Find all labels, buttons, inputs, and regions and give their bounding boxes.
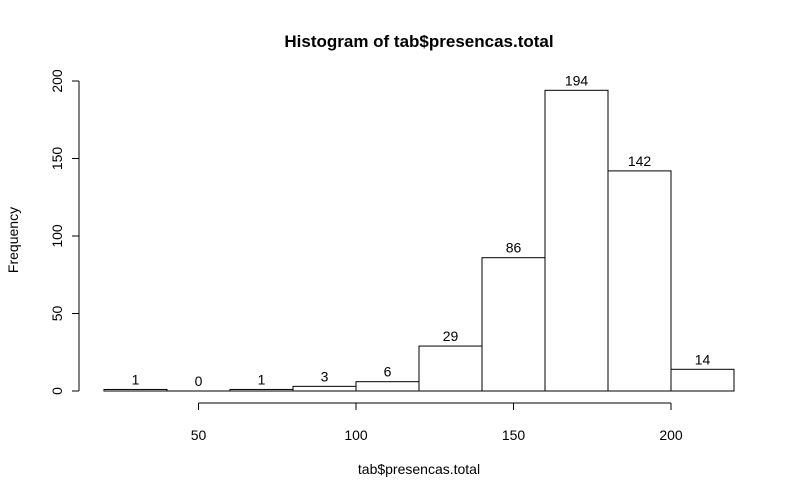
y-tick-label: 0 bbox=[49, 387, 65, 395]
histogram-bar bbox=[355, 381, 420, 392]
x-tick-label: 150 bbox=[502, 427, 526, 443]
bar-count-label: 86 bbox=[506, 240, 522, 256]
histogram-bar bbox=[103, 388, 168, 392]
y-tick-label: 100 bbox=[49, 224, 65, 248]
x-tick-label: 50 bbox=[191, 427, 207, 443]
chart-title: Histogram of tab$presencas.total bbox=[284, 32, 553, 51]
x-axis: 50 100 150 200 bbox=[191, 402, 683, 443]
histogram-bar bbox=[544, 89, 609, 392]
y-tick-label: 50 bbox=[49, 306, 65, 322]
bar-count-label: 14 bbox=[695, 351, 711, 367]
bar-count-label: 3 bbox=[321, 368, 329, 384]
y-axis-label: Frequency bbox=[5, 207, 21, 273]
x-tick-label: 100 bbox=[344, 427, 368, 443]
histogram-bar bbox=[670, 368, 735, 392]
x-axis-label: tab$presencas.total bbox=[358, 461, 480, 477]
y-axis: 0 50 100 150 200 bbox=[49, 69, 80, 395]
bar-count-label: 29 bbox=[443, 328, 459, 344]
histogram-bar bbox=[481, 257, 546, 392]
bars-group bbox=[103, 89, 735, 392]
histogram-bar bbox=[229, 388, 294, 392]
histogram-bar bbox=[607, 170, 672, 392]
bar-count-label: 1 bbox=[258, 371, 266, 387]
bar-count-label: 1 bbox=[132, 371, 140, 387]
bar-count-label: 194 bbox=[565, 72, 589, 88]
bar-count-label: 0 bbox=[195, 373, 203, 389]
bar-count-label: 142 bbox=[628, 153, 652, 169]
data-labels-group: 1 0 1 3 6 29 86 194 142 14 bbox=[132, 72, 711, 389]
x-tick-label: 200 bbox=[659, 427, 683, 443]
histogram-bar bbox=[292, 385, 357, 392]
y-tick-label: 200 bbox=[49, 69, 65, 93]
histogram-bar bbox=[418, 345, 483, 392]
bar-count-label: 6 bbox=[384, 364, 392, 380]
y-tick-label: 150 bbox=[49, 147, 65, 171]
